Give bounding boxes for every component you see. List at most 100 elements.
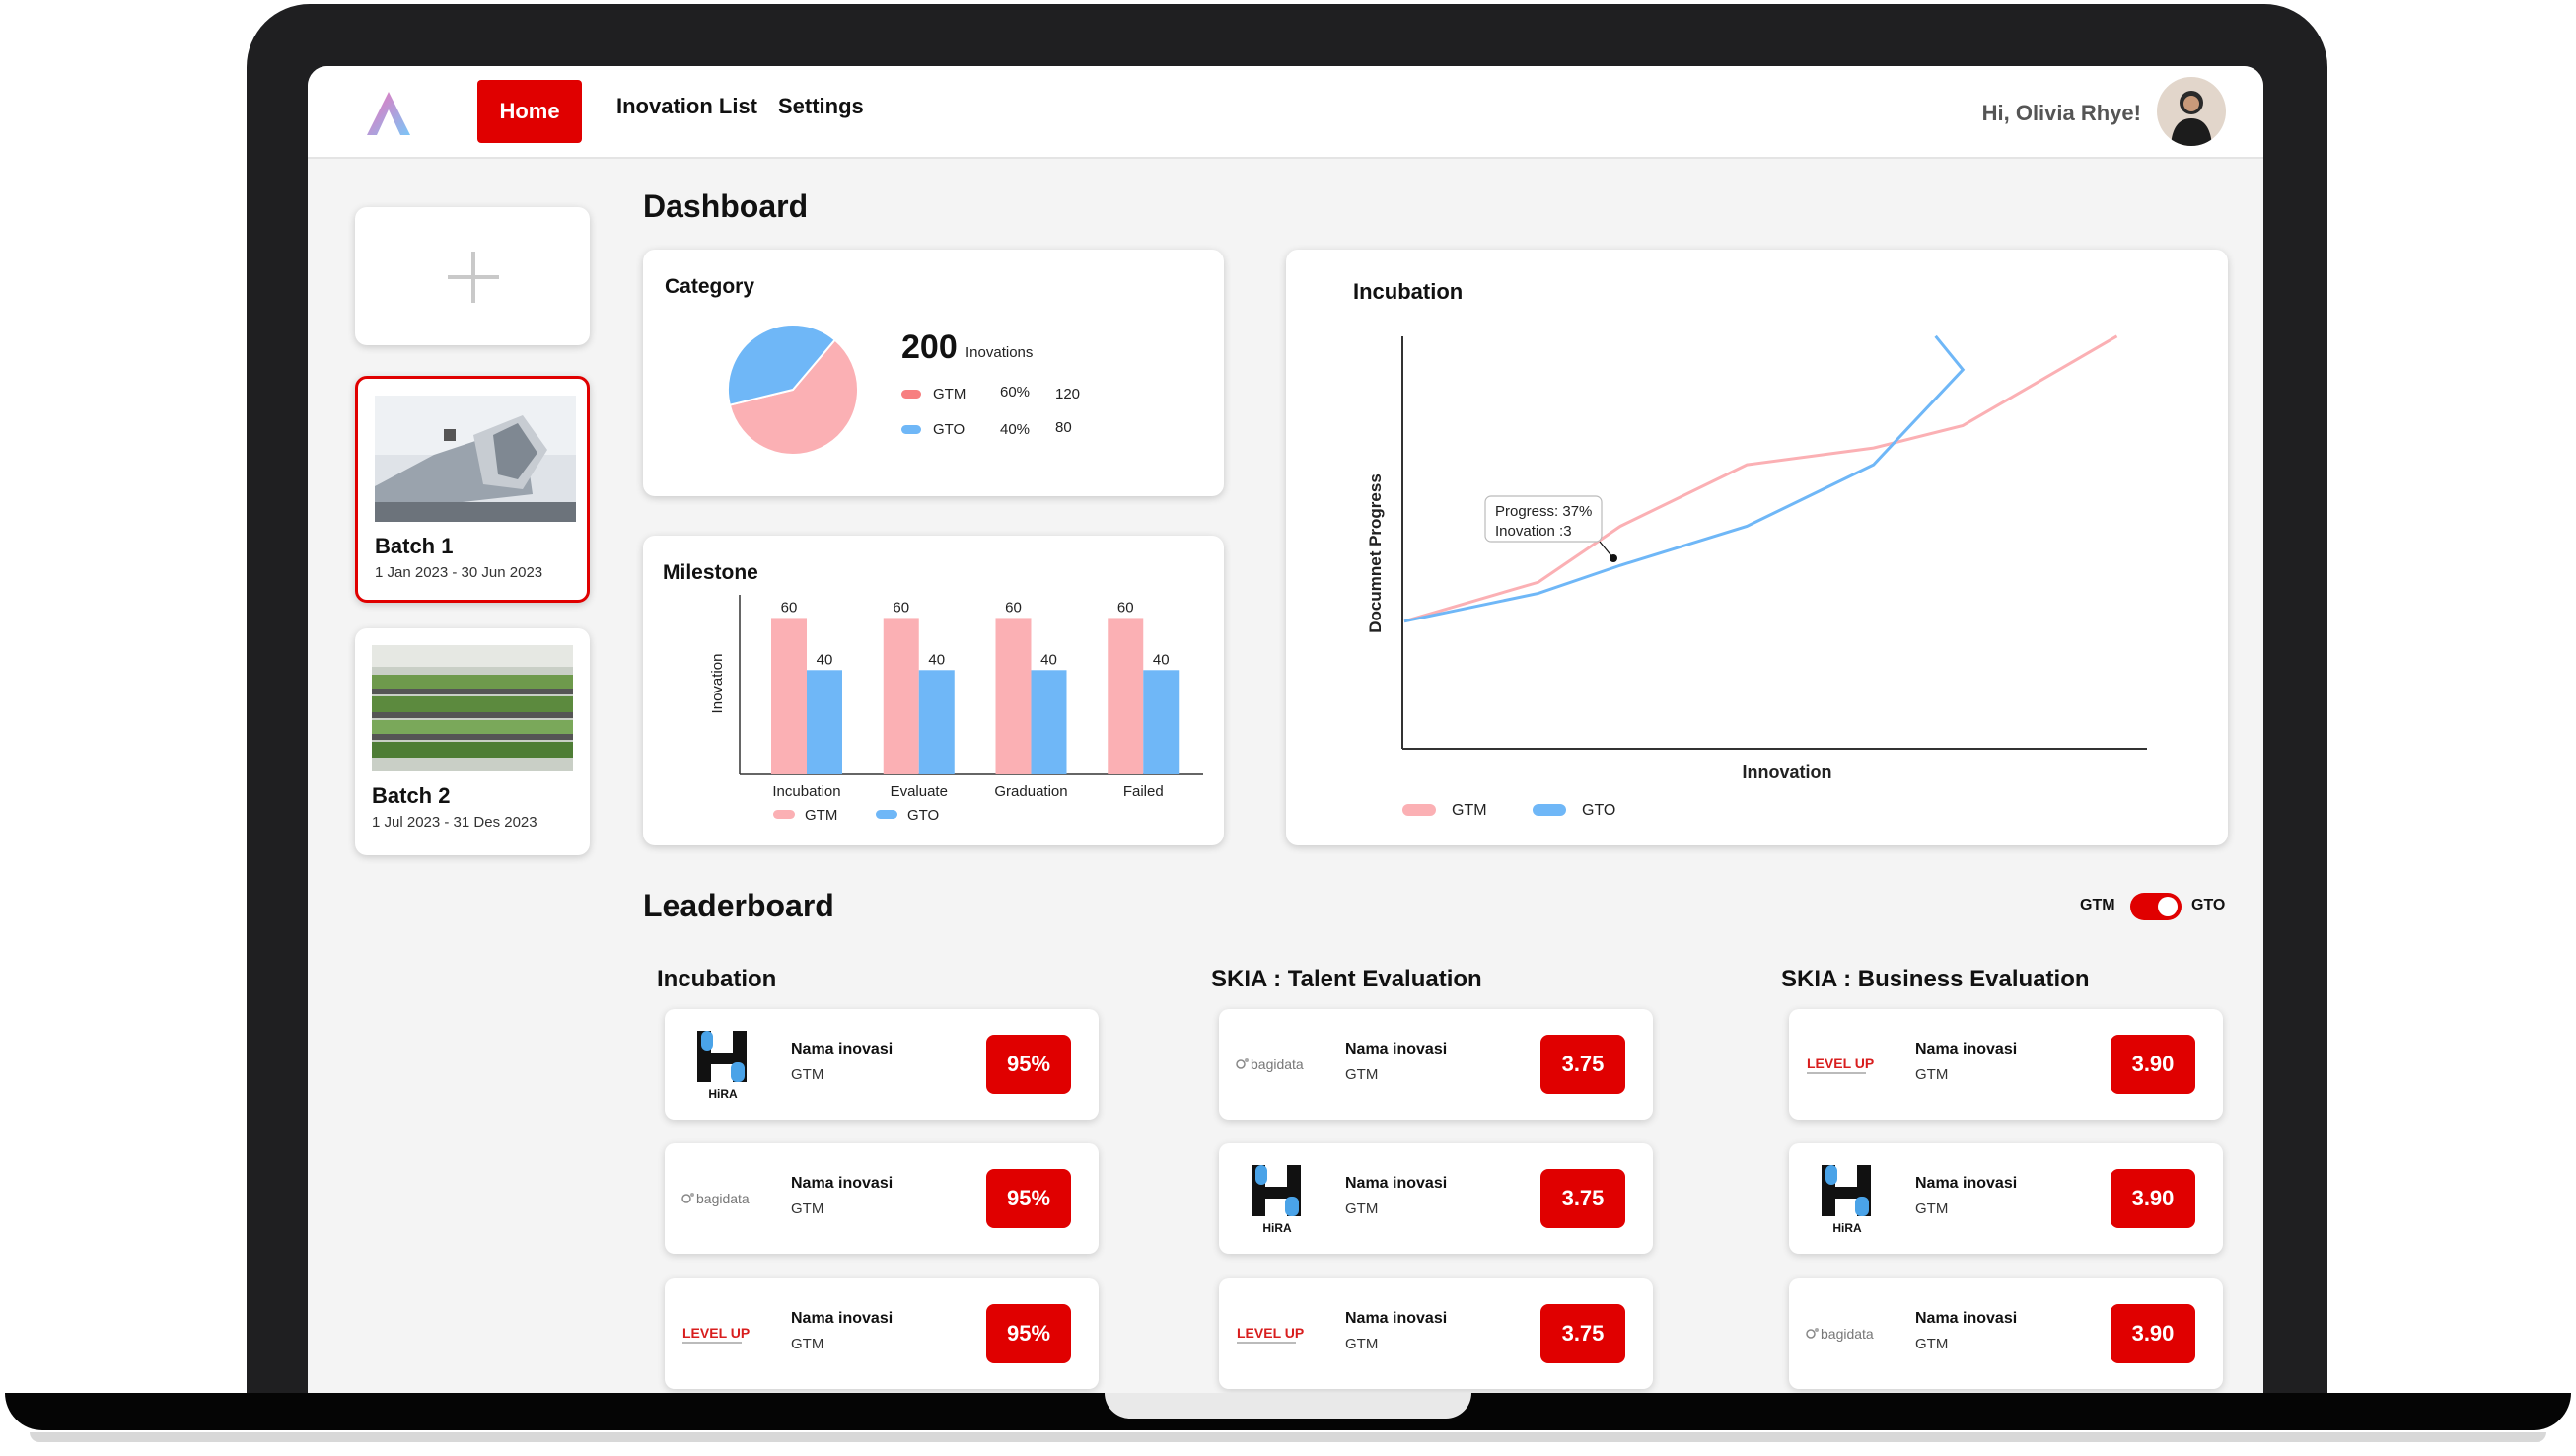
batch-1-image: [375, 396, 576, 522]
line-series-gto: [1403, 334, 1966, 623]
bagidata-logo-icon: bagidata: [679, 1161, 767, 1236]
logo-text: HiRA: [1262, 1221, 1292, 1235]
leaderboard-item[interactable]: LEVEL UP Nama inovasi GTM 3.90: [1789, 1009, 2223, 1120]
legend-label: GTO: [933, 421, 966, 438]
innovation-name: Nama inovasi: [1345, 1041, 1448, 1057]
top-nav: Home Inovation List Settings Hi, Olivia …: [308, 66, 2263, 159]
bagidata-logo-icon: bagidata: [1803, 1296, 1892, 1371]
innovation-category: GTM: [1345, 1066, 1379, 1083]
innovation-name: Nama inovasi: [1345, 1175, 1448, 1192]
toggle-label-gto: GTO: [2191, 897, 2226, 913]
total-innovations-unit: Inovations: [966, 344, 1034, 361]
tooltip-pointer: [1599, 541, 1614, 559]
hira-logo-icon: HiRA: [1233, 1161, 1322, 1236]
logo-text: HiRA: [708, 1087, 738, 1101]
add-batch-button[interactable]: [355, 207, 590, 345]
score-badge: 3.75: [1540, 1304, 1625, 1363]
leaderboard-item[interactable]: HiRA Nama inovasi GTM 3.90: [1789, 1143, 2223, 1254]
y-axis-label: Inovation: [709, 654, 726, 714]
bar-gto: [1143, 670, 1180, 774]
legend-row-gtm: GTM 60% 120: [901, 384, 1099, 405]
leaderboard-item[interactable]: bagidata Nama inovasi GTM 3.75: [1219, 1009, 1653, 1120]
legend-swatch-gto: [876, 810, 897, 819]
nav-home-button[interactable]: Home: [477, 80, 582, 143]
innovation-name: Nama inovasi: [1345, 1310, 1448, 1327]
score-badge: 3.75: [1540, 1035, 1625, 1094]
y-axis-label: Documnet Progress: [1366, 473, 1385, 633]
gtm-gto-toggle[interactable]: [2130, 893, 2182, 920]
leaderboard-item[interactable]: bagidata Nama inovasi GTM 95%: [665, 1143, 1099, 1254]
category-title: Category: [665, 275, 755, 298]
bar-value-label: 40: [1040, 651, 1057, 668]
innovation-category: GTM: [1915, 1336, 1949, 1352]
tooltip-box: [1484, 495, 1603, 543]
innovation-name: Nama inovasi: [1915, 1310, 2018, 1327]
bar-gtm: [771, 618, 807, 774]
hira-logo-icon: HiRA: [1803, 1161, 1892, 1236]
milestone-bar-chart: Milestone Inovation 60 40 Incubation 60 40 Eval…: [663, 561, 1203, 824]
category-tick-label: Failed: [1123, 783, 1164, 800]
batch-card-2[interactable]: Batch 2 1 Jul 2023 - 31 Des 2023: [355, 628, 590, 855]
bar-value-label: 60: [781, 599, 798, 616]
bar-gto: [918, 670, 955, 774]
line-series-gtm: [1403, 334, 2118, 623]
score-badge: 3.90: [2111, 1035, 2195, 1094]
legend-swatch-gtm: [773, 810, 795, 819]
leaderboard-column-title: Incubation: [657, 966, 777, 992]
levelup-logo-icon: LEVEL UP: [1803, 1027, 1892, 1102]
category-tick-label: Evaluate: [891, 783, 948, 800]
leaderboard-column-title: SKIA : Talent Evaluation: [1211, 966, 1482, 992]
score-badge: 95%: [986, 1035, 1071, 1094]
batch-title: Batch 2: [372, 783, 451, 808]
nav-settings[interactable]: Settings: [778, 94, 864, 118]
legend-pct: 40%: [1000, 421, 1031, 438]
gto-swatch: [901, 425, 921, 434]
logo-text: bagidata: [696, 1191, 750, 1206]
leaderboard-item[interactable]: LEVEL UP Nama inovasi GTM 95%: [665, 1278, 1099, 1389]
bar-value-label: 40: [928, 651, 945, 668]
avatar[interactable]: [2157, 77, 2226, 146]
toggle-knob: [2158, 897, 2178, 916]
legend-label: GTO: [907, 807, 939, 824]
app-logo[interactable]: [363, 88, 414, 139]
bar-value-label: 40: [817, 651, 833, 668]
tooltip-line-2: Inovation :3: [1495, 523, 1572, 540]
tooltip-line-1: Progress: 37%: [1495, 503, 1592, 520]
category-tick-label: Graduation: [994, 783, 1067, 800]
batch-title: Batch 1: [375, 534, 454, 558]
x-axis-label: Innovation: [1743, 763, 1832, 782]
legend-pct: 60%: [1000, 384, 1031, 400]
dashboard-title: Dashboard: [643, 188, 809, 224]
bar-gtm: [995, 618, 1032, 774]
innovation-name: Nama inovasi: [791, 1175, 894, 1192]
gtm-swatch: [901, 390, 921, 399]
logo-text: bagidata: [1821, 1326, 1874, 1342]
leaderboard-item[interactable]: LEVEL UP Nama inovasi GTM 3.75: [1219, 1278, 1653, 1389]
innovation-category: GTM: [1345, 1201, 1379, 1217]
innovation-name: Nama inovasi: [1915, 1041, 2018, 1057]
toggle-label-gtm: GTM: [2080, 897, 2115, 913]
batch-date: 1 Jul 2023 - 31 Des 2023: [372, 814, 537, 831]
logo-text: LEVEL UP: [1807, 1056, 1874, 1071]
greeting-text: Hi, Olivia Rhye!: [1981, 101, 2141, 125]
nav-inovation-list[interactable]: Inovation List: [616, 94, 757, 118]
leaderboard-item[interactable]: HiRA Nama inovasi GTM 95%: [665, 1009, 1099, 1120]
innovation-category: GTM: [791, 1336, 824, 1352]
legend-label: GTM: [805, 807, 837, 824]
levelup-logo-icon: LEVEL UP: [1233, 1296, 1322, 1371]
leaderboard-item[interactable]: HiRA Nama inovasi GTM 3.75: [1219, 1143, 1653, 1254]
batch-date: 1 Jan 2023 - 30 Jun 2023: [375, 564, 543, 581]
total-innovations: 200: [901, 328, 958, 366]
logo-text: HiRA: [1832, 1221, 1862, 1235]
leaderboard-item[interactable]: bagidata Nama inovasi GTM 3.90: [1789, 1278, 2223, 1389]
innovation-category: GTM: [1915, 1066, 1949, 1083]
batch-card-1[interactable]: Batch 1 1 Jan 2023 - 30 Jun 2023: [355, 376, 590, 603]
score-badge: 3.90: [2111, 1169, 2195, 1228]
score-badge: 3.75: [1540, 1169, 1625, 1228]
logo-text: bagidata: [1251, 1056, 1304, 1072]
bar-gtm: [1108, 618, 1144, 774]
leaderboard-title: Leaderboard: [643, 888, 834, 923]
score-badge: 3.90: [2111, 1304, 2195, 1363]
bar-gto: [1031, 670, 1067, 774]
legend-label: GTM: [1452, 802, 1487, 819]
